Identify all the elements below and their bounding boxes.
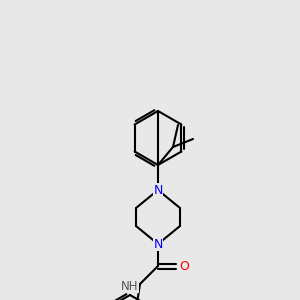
Text: NH: NH (121, 280, 139, 292)
Text: N: N (153, 238, 163, 250)
Text: N: N (153, 184, 163, 196)
Text: O: O (179, 260, 189, 272)
